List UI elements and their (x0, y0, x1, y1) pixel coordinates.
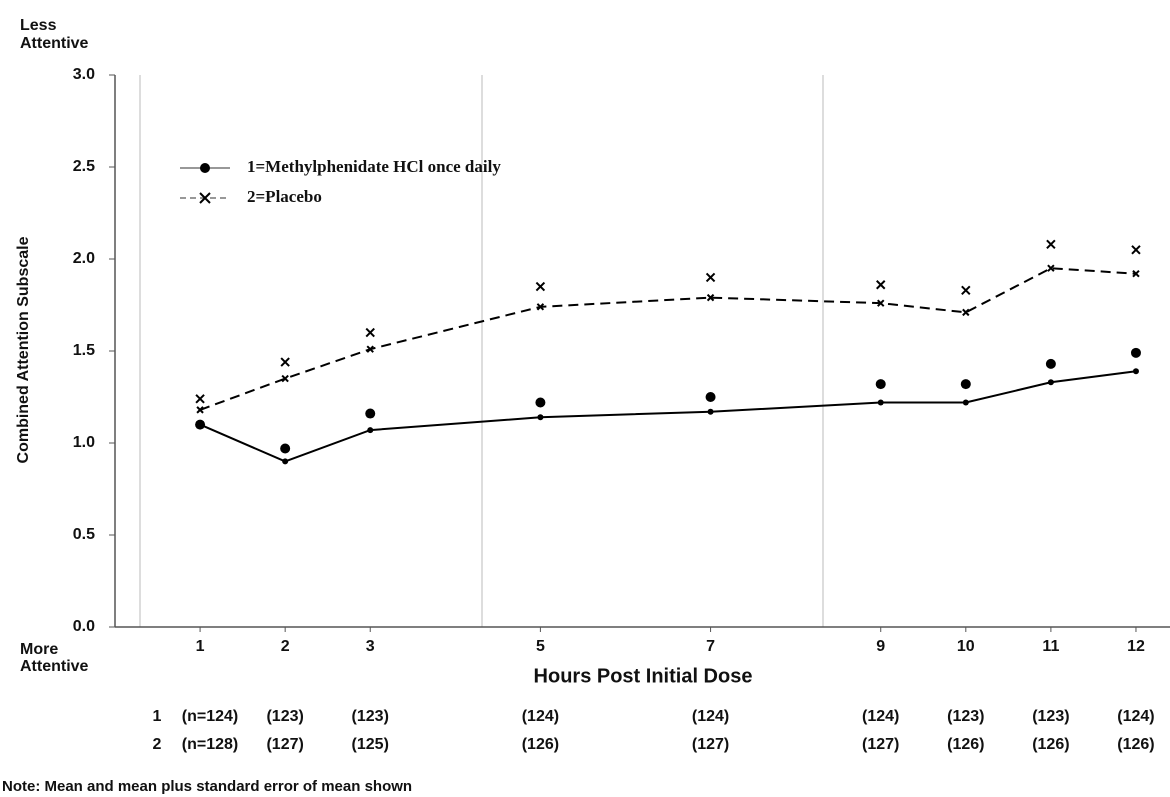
mean-plus-se-marker (365, 408, 376, 419)
mean-marker (367, 427, 374, 434)
mean-plus-se-marker (1130, 347, 1141, 358)
series-line (199, 267, 1137, 411)
mean-plus-se-marker (535, 281, 546, 292)
series-line (199, 370, 1137, 463)
mean-marker (1132, 368, 1139, 375)
x-tick-label: 9 (876, 638, 885, 655)
mean-plus-se-marker (961, 285, 971, 295)
mean-marker (281, 374, 289, 383)
mean-marker (1047, 379, 1054, 386)
mean-marker (962, 308, 970, 317)
mean-plus-se-marker (705, 392, 716, 402)
x-tick-label: 10 (957, 638, 975, 655)
mean-marker (1132, 270, 1140, 278)
sample-size: (123) (1032, 708, 1069, 725)
mean-marker (537, 414, 544, 421)
y-tick-label: 0.5 (73, 526, 95, 543)
x-tick-label: 12 (1127, 638, 1145, 655)
sample-size: (123) (266, 708, 303, 725)
sample-size: (127) (862, 736, 899, 753)
x-tick-label: 3 (366, 638, 375, 655)
legend-marker (199, 192, 211, 204)
mean-marker (1047, 264, 1055, 272)
sample-size: (126) (947, 736, 984, 753)
sample-size: (125) (352, 736, 389, 753)
y-tick-label: 2.0 (73, 250, 95, 267)
mean-marker (706, 293, 715, 302)
mean-plus-se-marker (1131, 245, 1141, 255)
mean-plus-se-marker (365, 327, 375, 338)
x-tick-label: 5 (536, 638, 545, 655)
top-label: Less (20, 17, 57, 34)
y-tick-label: 3.0 (73, 66, 95, 83)
sample-size: (127) (692, 736, 729, 753)
y-tick-label: 1.0 (73, 434, 95, 451)
mean-plus-se-marker (1046, 239, 1056, 249)
x-tick-label: 1 (196, 638, 205, 655)
mean-marker (366, 345, 374, 353)
legend-label: 1=Methylphenidate HCl once daily (247, 157, 501, 176)
top-label: Attentive (20, 35, 89, 52)
x-tick-label: 7 (706, 638, 715, 655)
sample-size: (124) (862, 708, 899, 725)
mean-plus-se-marker (876, 280, 886, 290)
bottom-label: More (20, 641, 58, 658)
sample-size: (n=128) (182, 736, 238, 753)
mean-marker (282, 458, 289, 465)
mean-marker (536, 303, 545, 311)
mean-plus-se-marker (280, 357, 290, 367)
mean-plus-se-marker (705, 272, 716, 283)
sample-row-label: 1 (153, 708, 162, 725)
mean-plus-se-marker (280, 443, 291, 454)
y-tick-label: 2.5 (73, 158, 95, 175)
sample-size: (n=124) (182, 708, 238, 725)
sample-size: (126) (522, 736, 559, 753)
mean-plus-se-marker (1045, 358, 1056, 369)
x-axis-label: Hours Post Initial Dose (534, 665, 753, 687)
sample-size: (124) (692, 708, 729, 725)
sample-size: (127) (266, 736, 303, 753)
mean-marker (707, 408, 714, 415)
mean-marker (962, 399, 969, 406)
sample-row-label: 2 (153, 736, 162, 753)
mean-marker (877, 299, 885, 307)
mean-plus-se-marker (195, 394, 205, 404)
mean-plus-se-marker (960, 379, 971, 390)
mean-plus-se-marker (875, 379, 886, 390)
mean-marker (196, 406, 204, 414)
note: Note: Mean and mean plus standard error … (2, 778, 412, 795)
sample-size: (124) (1117, 708, 1154, 725)
mean-plus-se-marker (535, 397, 546, 408)
legend-marker (200, 163, 210, 173)
mean-marker (877, 399, 884, 406)
sample-size: (123) (352, 708, 389, 725)
y-tick-label: 0.0 (73, 618, 95, 635)
sample-size: (123) (947, 708, 984, 725)
mean-plus-se-marker (195, 419, 206, 430)
y-tick-label: 1.5 (73, 342, 95, 359)
legend-label: 2=Placebo (247, 187, 322, 206)
x-tick-label: 2 (281, 638, 290, 655)
x-tick-label: 11 (1042, 638, 1059, 655)
sample-size: (124) (522, 708, 559, 725)
sample-size: (126) (1117, 736, 1154, 753)
y-axis-label: Combined Attention Subscale (15, 236, 32, 463)
bottom-label: Attentive (20, 658, 89, 675)
sample-size: (126) (1032, 736, 1069, 753)
